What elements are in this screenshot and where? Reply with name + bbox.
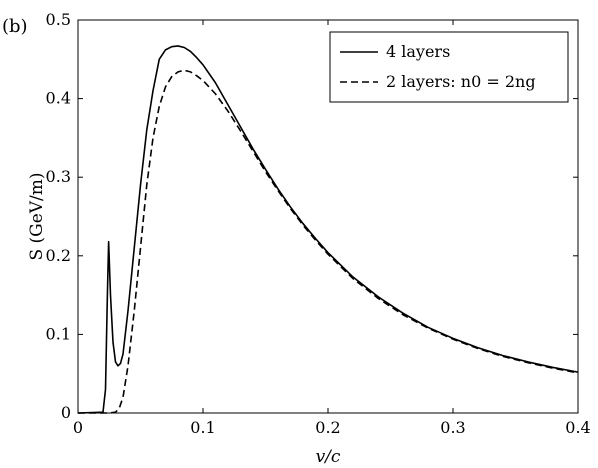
panel-label: (b) bbox=[2, 16, 28, 37]
x-tick-label: 0.1 bbox=[190, 418, 215, 437]
legend-label-1: 2 layers: n0 = 2ng bbox=[386, 72, 536, 91]
y-tick-label: 0.3 bbox=[46, 167, 71, 186]
legend-label-0: 4 layers bbox=[386, 42, 450, 61]
y-tick-label: 0.1 bbox=[46, 324, 71, 343]
y-tick-label: 0.5 bbox=[46, 10, 71, 29]
y-tick-label: 0.4 bbox=[46, 89, 71, 108]
x-axis-label: v/c bbox=[316, 447, 341, 467]
y-axis-label: S (GeV/m) bbox=[27, 172, 47, 260]
legend: 4 layers 2 layers: n0 = 2ng bbox=[329, 31, 569, 103]
y-tick-label: 0.2 bbox=[46, 246, 71, 265]
axes: 0 0.1 0.2 0.3 0.4 0 0.1 0.2 0.3 0.4 0.5 v/c S (GeV/m… bbox=[27, 10, 591, 467]
x-tick-label: 0.4 bbox=[565, 418, 590, 437]
x-tick-label: 0.3 bbox=[440, 418, 465, 437]
series-line-1 bbox=[78, 69, 579, 414]
series-line-0 bbox=[77, 45, 579, 414]
legend-box bbox=[329, 31, 569, 103]
x-tick-label: 0 bbox=[73, 418, 83, 437]
y-tick-label: 0 bbox=[61, 403, 71, 422]
series-layer bbox=[77, 45, 579, 414]
x-tick-label: 0.2 bbox=[315, 418, 340, 437]
